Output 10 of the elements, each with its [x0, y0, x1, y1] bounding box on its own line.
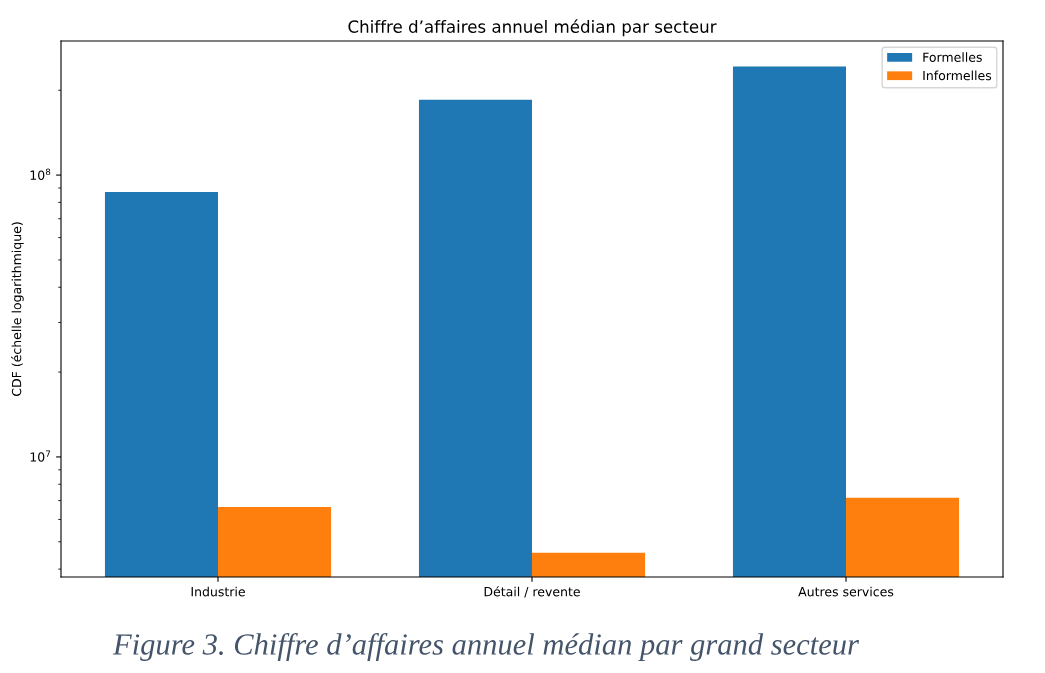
legend-label: Informelles [923, 70, 992, 81]
x-tick-label: Autres services [798, 586, 894, 597]
caption: Figure 3. Chiffre d’affaires annuel médian par grand secteur [112, 632, 860, 662]
x-tick-label: Industrie [191, 586, 245, 597]
y-tick-label: 10$^{8}$ [30, 168, 51, 180]
legend-label: Formelles [923, 52, 982, 62]
y-axis-title: CDF (échelle logarithmique) [11, 222, 24, 396]
chart-title: Chiffre d’affaires annuel médian par secteur [348, 19, 717, 37]
x-tick-label: Détail / revente [484, 586, 580, 598]
y-tick-label: 10$^{7}$ [30, 450, 51, 462]
